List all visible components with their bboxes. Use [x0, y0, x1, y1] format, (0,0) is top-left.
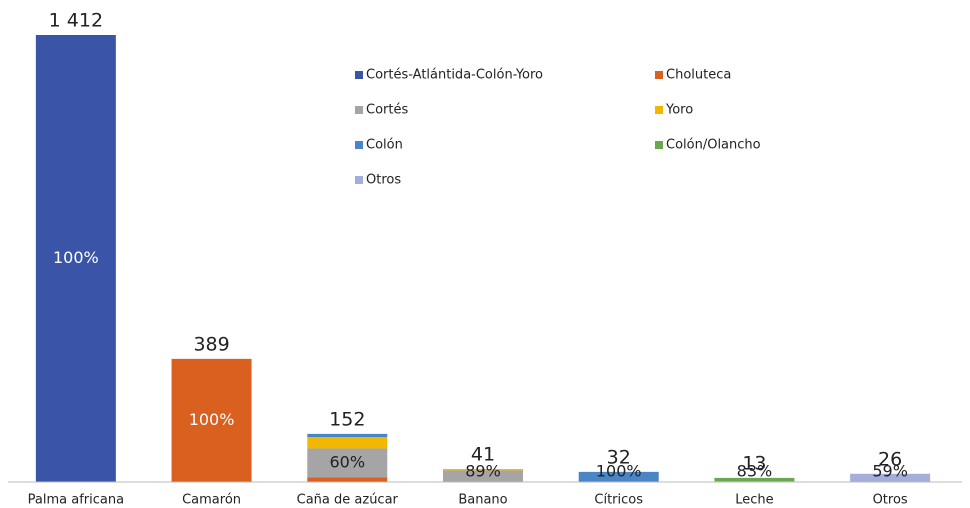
bar-segment: [850, 473, 931, 482]
legend-swatch: [655, 106, 663, 114]
x-tick-label: Otros: [873, 493, 908, 508]
bar-segment: [714, 477, 795, 482]
percent-label: 100%: [596, 462, 642, 481]
bar-segment: [307, 437, 388, 449]
legend-swatch: [355, 176, 363, 184]
percent-label: 60%: [330, 452, 366, 471]
x-tick-label: Banano: [458, 493, 507, 508]
percent-label: 89%: [465, 462, 501, 481]
legend-label: Cortés: [366, 103, 408, 118]
bar-segment: [443, 469, 523, 471]
legend-swatch: [655, 71, 663, 79]
x-tick-label: Leche: [735, 493, 773, 508]
percent-label: 59%: [872, 462, 908, 481]
legend-label: Cortés-Atlántida-Colón-Yoro: [366, 68, 543, 83]
percent-label: 100%: [189, 410, 235, 429]
x-tick-label: Caña de azúcar: [297, 493, 399, 508]
x-tick-label: Palma africana: [28, 493, 124, 508]
total-label: 32: [607, 446, 631, 468]
legend-label: Colón: [366, 138, 403, 153]
legend-swatch: [355, 71, 363, 79]
legend-label: Colón/Olancho: [666, 138, 761, 153]
bar-segment: [307, 433, 388, 438]
total-label: 1 412: [49, 10, 103, 32]
legend-label: Choluteca: [666, 68, 731, 83]
bar-segment: [578, 471, 659, 482]
x-tick-label: Cítricos: [594, 493, 643, 508]
percent-label: 83%: [737, 462, 773, 481]
legend-swatch: [655, 141, 663, 149]
x-tick-label: Camarón: [182, 493, 241, 508]
total-label: 152: [329, 408, 365, 430]
total-label: 389: [193, 333, 229, 355]
total-label: 13: [742, 452, 766, 474]
legend-label: Otros: [366, 173, 401, 188]
bar-segment: [307, 448, 388, 478]
total-label: 26: [878, 448, 902, 470]
bar-segment: [443, 470, 523, 482]
total-label: 41: [471, 444, 495, 466]
percent-label: 100%: [53, 248, 99, 267]
bar-segment: [171, 358, 252, 482]
legend-label: Yoro: [665, 103, 693, 118]
bar-segment: [307, 477, 388, 482]
legend-swatch: [355, 141, 363, 149]
legend-swatch: [355, 106, 363, 114]
bar-segment: [35, 35, 116, 482]
